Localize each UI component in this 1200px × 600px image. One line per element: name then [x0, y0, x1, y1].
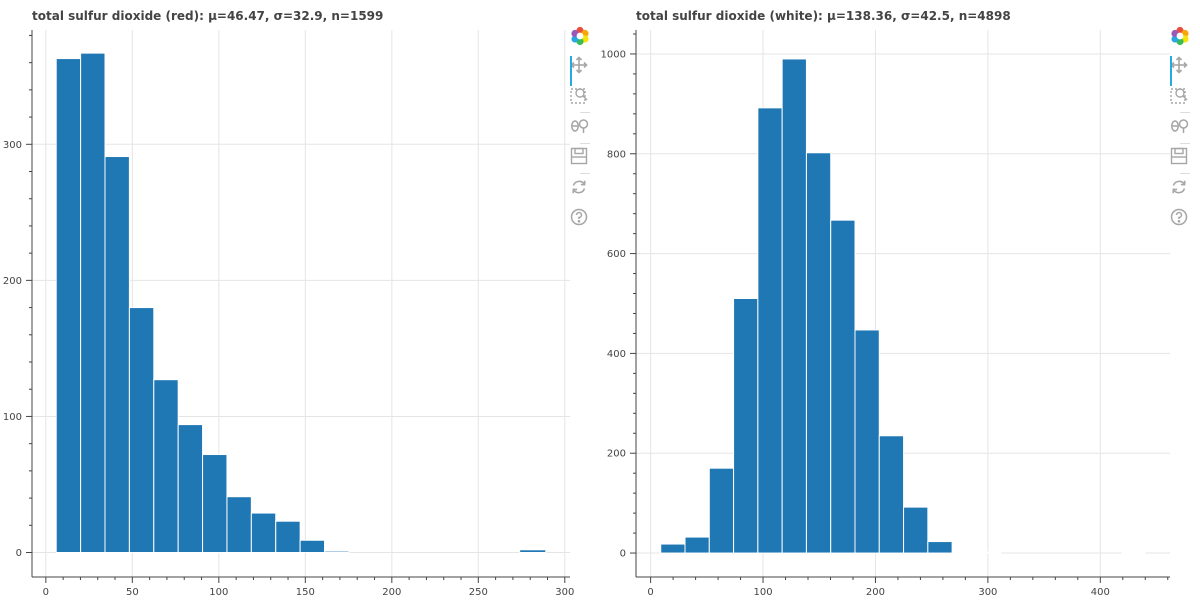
reset-icon[interactable]	[1170, 178, 1200, 204]
help-icon[interactable]	[1170, 208, 1200, 234]
y-tick-label: 200	[607, 449, 626, 460]
toolbar-separator	[1180, 112, 1190, 113]
histogram-bar	[975, 551, 1002, 554]
box-zoom-icon[interactable]	[570, 86, 600, 112]
wheel-zoom-icon[interactable]	[1170, 117, 1200, 143]
x-tick-label: 0	[43, 587, 49, 598]
histogram-bar	[854, 329, 880, 554]
chart-panel-red: total sulfur dioxide (red): μ=46.47, σ=3…	[0, 0, 600, 600]
y-tick-label: 600	[607, 249, 626, 260]
axes: 0 100 200 300 400 0 200 400 600 800 1000	[601, 30, 1170, 598]
histogram-bar	[153, 379, 179, 554]
reset-icon[interactable]	[570, 178, 600, 204]
histogram-bar	[202, 454, 228, 554]
toolbar-separator	[580, 143, 590, 144]
wheel-zoom-icon[interactable]	[570, 117, 600, 143]
y-tick-label: 400	[607, 349, 626, 360]
bars	[55, 52, 547, 554]
save-icon[interactable]	[1170, 147, 1200, 173]
bars	[660, 58, 1146, 554]
bokeh-logo-icon	[570, 26, 600, 52]
toolbar-separator	[580, 112, 590, 113]
active-tool-indicator	[570, 56, 572, 86]
x-tick-label: 100	[209, 587, 228, 598]
histogram-bar	[951, 551, 977, 554]
histogram-white[interactable]: 0 100 200 300 400 0 200 400 600 800 1000	[600, 0, 1200, 600]
toolbar-separator	[1180, 173, 1190, 174]
histogram-bar	[519, 549, 547, 554]
x-tick-label: 50	[126, 587, 139, 598]
histogram-bar	[878, 435, 905, 554]
x-tick-label: 300	[555, 587, 574, 598]
histogram-bar	[708, 467, 735, 554]
pan-icon[interactable]	[1170, 56, 1200, 86]
chart-panel-white: total sulfur dioxide (white): μ=138.36, …	[600, 0, 1200, 600]
histogram-bar	[684, 536, 710, 554]
y-tick-label: 0	[16, 548, 22, 559]
histogram-bar	[250, 512, 277, 554]
x-tick-label: 200	[866, 587, 885, 598]
y-tick-label: 1000	[601, 49, 626, 60]
save-icon[interactable]	[570, 147, 600, 173]
y-tick-label: 0	[620, 549, 626, 560]
histogram-bar	[275, 520, 301, 554]
x-tick-label: 150	[296, 587, 315, 598]
x-tick-label: 100	[753, 587, 772, 598]
pan-icon[interactable]	[570, 56, 600, 86]
x-tick-label: 250	[469, 587, 488, 598]
y-tick-label: 200	[3, 276, 22, 287]
histogram-bar	[733, 298, 759, 554]
y-tick-label: 300	[3, 140, 22, 151]
box-zoom-icon[interactable]	[1170, 86, 1200, 112]
histogram-bar	[128, 307, 155, 554]
histogram-bar	[757, 107, 783, 554]
toolbar-separator	[580, 173, 590, 174]
histogram-bar	[104, 156, 130, 554]
histogram-bar	[226, 496, 252, 554]
bokeh-logo-icon	[1170, 26, 1200, 52]
y-tick-label: 800	[607, 149, 626, 160]
histogram-bar	[830, 219, 856, 554]
histogram-bar	[781, 58, 807, 554]
toolbar-separator	[1180, 143, 1190, 144]
histogram-red[interactable]: 0 50 100 150 200 250 300 0 100 200 300	[0, 0, 600, 600]
x-tick-label: 200	[382, 587, 401, 598]
y-tick-label: 100	[3, 412, 22, 423]
x-tick-label: 400	[1091, 587, 1110, 598]
x-tick-label: 0	[647, 587, 653, 598]
active-tool-indicator	[1170, 56, 1172, 86]
chart-title: total sulfur dioxide (white): μ=138.36, …	[636, 9, 1011, 23]
histogram-bar	[805, 152, 832, 554]
histogram-bar	[324, 550, 350, 554]
histogram-bar	[903, 506, 929, 554]
histogram-bar	[80, 52, 106, 554]
histogram-bar	[927, 541, 953, 554]
x-tick-label: 300	[978, 587, 997, 598]
histogram-bar	[299, 539, 326, 554]
chart-title: total sulfur dioxide (red): μ=46.47, σ=3…	[32, 9, 384, 23]
histogram-bar	[177, 424, 204, 554]
histogram-bar	[660, 543, 686, 554]
help-icon[interactable]	[570, 208, 600, 234]
axes: 0 50 100 150 200 250 300 0 100 200 300	[3, 30, 574, 598]
histogram-bar	[55, 58, 82, 554]
